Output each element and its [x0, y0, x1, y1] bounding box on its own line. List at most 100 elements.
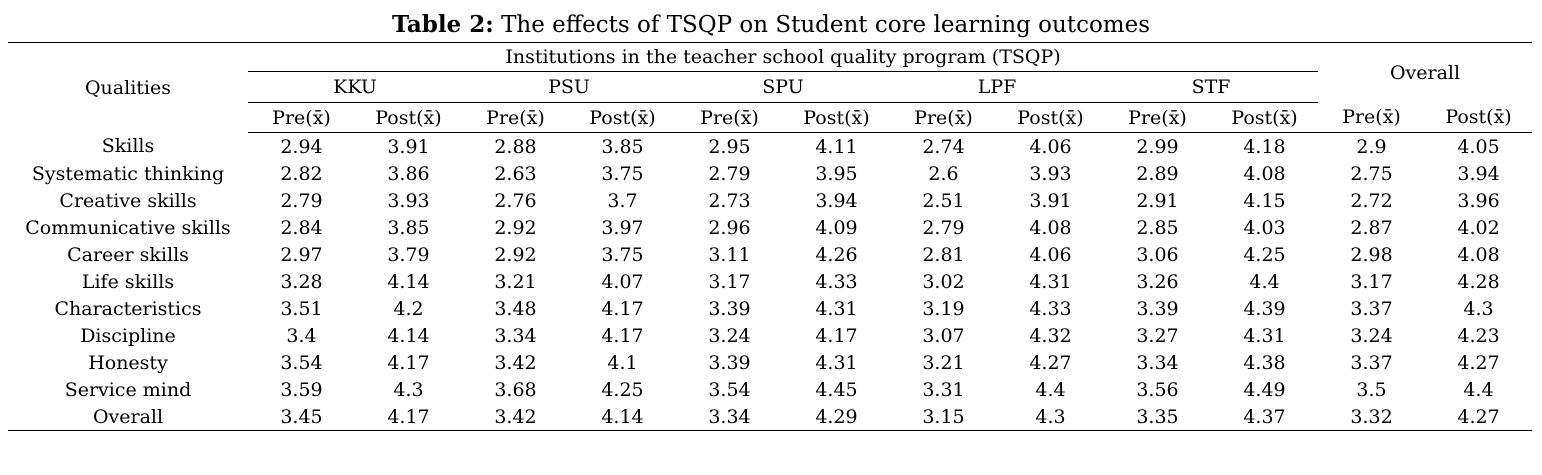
post-mean-header: Post(x̄)	[997, 102, 1104, 133]
pre-mean-cell: 3.06	[1136, 243, 1179, 266]
pre-mean-cell: 2.72	[1350, 189, 1393, 212]
pre-mean-cell: 3.02	[922, 270, 965, 293]
post-mean-cell: 4.39	[1243, 297, 1286, 320]
post-mean-cell: 4.3	[1463, 297, 1494, 320]
post-mean-cell: 3.91	[1029, 189, 1072, 212]
pre-mean-cell: 3.42	[494, 351, 537, 374]
pre-mean-cell: 3.54	[708, 378, 751, 401]
pre-mean-cell: 2.84	[280, 216, 323, 239]
post-mean-cell: 4.27	[1457, 351, 1500, 374]
pre-mean-cell: 3.34	[494, 324, 537, 347]
post-mean-cell: 4.45	[815, 378, 858, 401]
post-mean-cell: 4.14	[387, 270, 430, 293]
pre-mean-cell: 3.35	[1104, 403, 1211, 431]
post-mean-cell: 4.15	[1243, 189, 1286, 212]
pre-mean-cell: 3.5	[1356, 378, 1387, 401]
pre-mean-cell: 3.17	[1350, 270, 1393, 293]
pre-mean-cell: 3.19	[922, 297, 965, 320]
pre-mean-header: Pre(x̄)	[248, 102, 355, 133]
pre-mean-cell: 2.94	[280, 135, 323, 158]
pre-mean-cell: 3.24	[1350, 324, 1393, 347]
pre-mean-header: Pre(x̄)	[890, 102, 997, 133]
pre-mean-cell: 2.63	[494, 162, 537, 185]
table-header: Qualities Institutions in the teacher sc…	[8, 42, 1533, 133]
pre-mean-cell: 3.24	[708, 324, 751, 347]
post-mean-cell: 4.31	[1029, 270, 1072, 293]
institution-header: KKU	[248, 71, 462, 103]
post-mean-cell: 4.14	[569, 403, 676, 431]
pre-mean-cell: 3.15	[890, 403, 997, 431]
pre-mean-cell: 3.51	[280, 297, 323, 320]
post-mean-cell: 4.14	[387, 324, 430, 347]
quality-label: Characteristics	[54, 297, 202, 320]
table-row: Systematic thinking 2.82 3.86 2.63 3.75 2.79 3…	[8, 160, 1532, 187]
quality-label: Career skills	[67, 243, 189, 266]
post-mean-cell: 4.4	[1249, 270, 1280, 293]
post-mean-cell: 4.32	[1029, 324, 1072, 347]
tsqp-group-header: Institutions in the teacher school quali…	[248, 42, 1319, 72]
quality-label: Overall	[8, 403, 248, 431]
post-mean-cell: 4.17	[815, 324, 858, 347]
pre-mean-cell: 3.56	[1136, 378, 1179, 401]
pre-mean-cell: 2.92	[494, 216, 537, 239]
post-mean-cell: 4.03	[1243, 216, 1286, 239]
post-mean-cell: 4.4	[1463, 378, 1494, 401]
pre-mean-cell: 2.91	[1136, 189, 1179, 212]
pre-mean-cell: 2.9	[1356, 135, 1387, 158]
table-caption: Table 2: The effects of TSQP on Student …	[0, 10, 1542, 40]
pre-mean-cell: 3.68	[494, 378, 537, 401]
table-row: Communicative skills 2.84 3.85 2.92 3.97 2.96…	[8, 214, 1532, 241]
institution-header: LPF	[890, 71, 1104, 103]
post-mean-cell: 4.31	[815, 297, 858, 320]
post-mean-cell: 4.33	[815, 270, 858, 293]
post-mean-cell: 3.91	[387, 135, 430, 158]
table-row: Characteristics 3.51 4.2 3.48 4.17 3.39 4.31 3.…	[8, 295, 1532, 322]
post-mean-cell: 3.85	[601, 135, 644, 158]
quality-label: Life skills	[81, 270, 175, 293]
post-mean-cell: 4.07	[601, 270, 644, 293]
pre-mean-cell: 3.39	[1136, 297, 1179, 320]
results-table: Qualities Institutions in the teacher sc…	[8, 42, 1533, 431]
post-mean-cell: 4.17	[601, 324, 644, 347]
table-row: Life skills 3.28 4.14 3.21 4.07 3.17 4.33 3.02 4…	[8, 268, 1532, 295]
pre-mean-cell: 2.51	[922, 189, 965, 212]
table-row: Creative skills 2.79 3.93 2.76 3.7 2.73 3.94 2.…	[8, 187, 1532, 214]
pre-mean-cell: 2.81	[922, 243, 965, 266]
post-mean-cell: 4.31	[815, 351, 858, 374]
post-mean-cell: 4.17	[601, 297, 644, 320]
pre-mean-cell: 2.79	[708, 162, 751, 185]
post-mean-cell: 4.27	[1425, 403, 1533, 431]
pre-mean-header: Pre(x̄)	[676, 102, 783, 133]
post-mean-cell: 3.93	[387, 189, 430, 212]
pre-mean-cell: 2.74	[922, 135, 965, 158]
overall-header: Overall	[1318, 42, 1533, 103]
post-mean-cell: 4.18	[1243, 135, 1286, 158]
pre-mean-cell: 3.11	[708, 243, 751, 266]
institution-header: PSU	[462, 71, 676, 103]
post-mean-cell: 4.4	[1035, 378, 1066, 401]
post-mean-cell: 3.94	[815, 189, 858, 212]
post-mean-cell: 3.7	[607, 189, 638, 212]
post-mean-cell: 3.85	[387, 216, 430, 239]
post-mean-cell: 4.3	[997, 403, 1104, 431]
post-mean-cell: 4.05	[1457, 135, 1500, 158]
qualities-header: Qualities	[8, 42, 248, 133]
post-mean-cell: 4.49	[1243, 378, 1286, 401]
pre-mean-cell: 2.98	[1350, 243, 1393, 266]
post-mean-cell: 4.26	[815, 243, 858, 266]
quality-label: Creative skills	[59, 189, 197, 212]
pre-mean-cell: 3.31	[922, 378, 965, 401]
pre-mean-cell: 2.87	[1350, 216, 1393, 239]
table-row: Overall 3.45 4.17 3.42 4.14 3.34 4.29 3.15 4.3 3.…	[8, 403, 1533, 431]
post-mean-cell: 4.11	[815, 135, 858, 158]
pre-mean-cell: 2.73	[708, 189, 751, 212]
pre-mean-cell: 2.85	[1136, 216, 1179, 239]
pre-mean-cell: 2.99	[1136, 135, 1179, 158]
post-mean-cell: 4.28	[1457, 270, 1500, 293]
pre-mean-cell: 3.37	[1350, 351, 1393, 374]
pre-mean-cell: 2.76	[494, 189, 537, 212]
post-mean-cell: 4.08	[1243, 162, 1286, 185]
quality-label: Communicative skills	[25, 216, 231, 239]
pre-mean-cell: 3.07	[922, 324, 965, 347]
pre-mean-header: Pre(x̄)	[462, 102, 569, 133]
